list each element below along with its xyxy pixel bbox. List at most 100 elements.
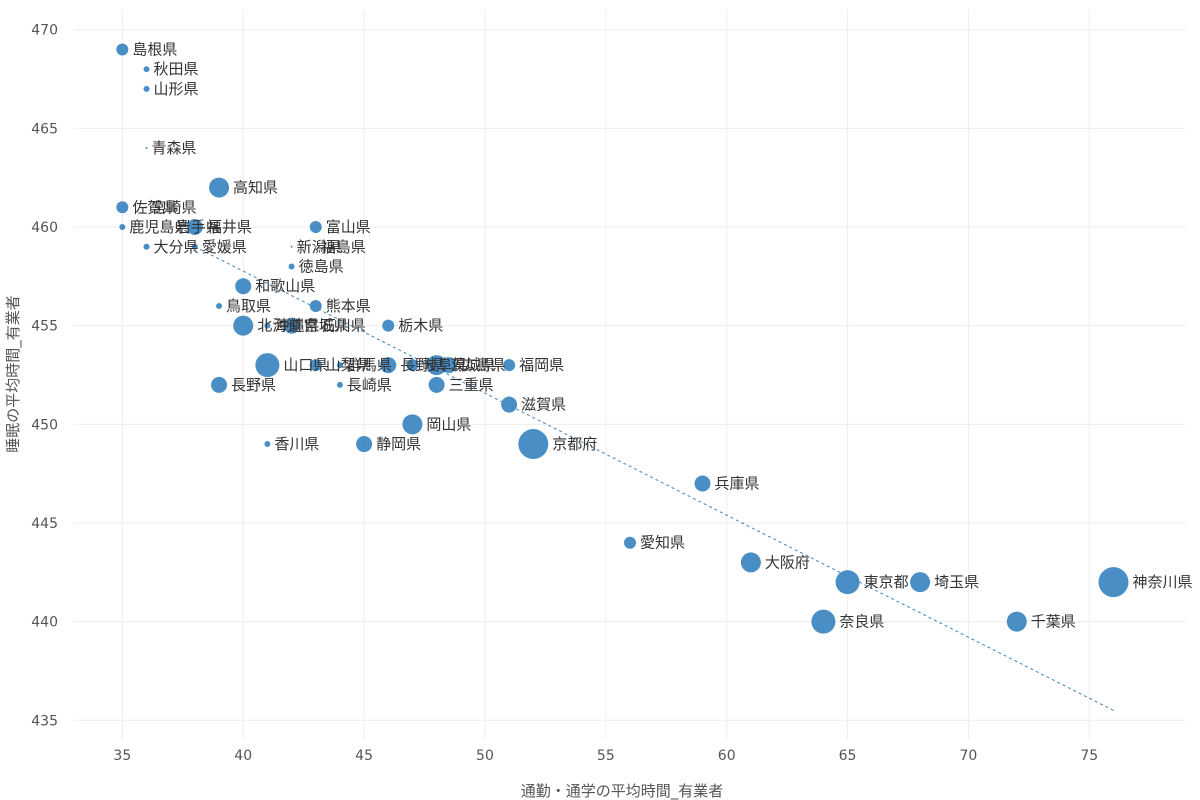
data-point[interactable]: [235, 278, 252, 295]
point-label: 兵庫県: [715, 475, 760, 493]
data-point[interactable]: [143, 85, 150, 92]
data-point[interactable]: [835, 570, 860, 595]
point-label: 大阪府: [765, 553, 810, 571]
data-point[interactable]: [209, 177, 230, 198]
data-point[interactable]: [186, 219, 203, 236]
data-point[interactable]: [143, 243, 150, 250]
point-label: 佐賀県: [132, 198, 177, 216]
point-label: 神奈川県: [1132, 573, 1192, 591]
data-point[interactable]: [426, 355, 447, 376]
point-label: 埼玉県: [934, 573, 979, 591]
point-label: 栃木県: [398, 317, 443, 335]
point-label: 宮城県: [304, 317, 349, 335]
point-label: 三重県: [449, 376, 494, 394]
point-label: 福岡県: [519, 356, 564, 374]
data-point[interactable]: [233, 315, 254, 336]
point-label: 広島県: [461, 356, 506, 374]
x-tick-label: 50: [476, 748, 494, 764]
x-tick-label: 75: [1080, 748, 1098, 764]
data-point[interactable]: [119, 224, 126, 231]
point-label: 熊本県: [326, 297, 371, 315]
y-axis-title: 睡眠の平均時間_有業者: [4, 295, 23, 453]
point-label: 奈良県: [839, 613, 884, 631]
data-point[interactable]: [440, 357, 457, 374]
data-point[interactable]: [290, 245, 293, 248]
point-label: 茨城県: [451, 356, 496, 374]
data-point[interactable]: [406, 359, 419, 372]
point-label: 石川県: [321, 317, 366, 335]
data-point[interactable]: [503, 359, 516, 372]
data-point[interactable]: [211, 376, 228, 393]
data-point[interactable]: [309, 299, 322, 312]
y-tick-label: 455: [31, 319, 58, 335]
x-tick-label: 60: [718, 748, 736, 764]
data-point[interactable]: [624, 536, 636, 549]
point-label: 青森県: [152, 139, 197, 157]
data-point[interactable]: [255, 353, 280, 378]
point-label: 福井県: [207, 218, 252, 236]
data-point[interactable]: [116, 201, 129, 214]
y-tick-label: 435: [31, 713, 58, 729]
data-point[interactable]: [380, 357, 397, 374]
point-label: 沖縄県: [274, 317, 319, 335]
point-label: 千葉県: [1031, 613, 1076, 631]
data-point[interactable]: [191, 243, 198, 250]
data-points: [116, 43, 1129, 634]
data-point[interactable]: [288, 263, 295, 270]
data-point[interactable]: [336, 362, 343, 369]
data-point[interactable]: [143, 66, 150, 73]
data-point[interactable]: [811, 609, 836, 634]
point-label: 岡山県: [426, 415, 471, 433]
point-label: 岩手県: [176, 218, 221, 236]
data-point[interactable]: [356, 436, 373, 453]
point-label: 岐阜県: [422, 356, 467, 374]
data-point[interactable]: [314, 324, 317, 327]
x-tick-label: 40: [234, 748, 252, 764]
point-label: 富山県: [326, 218, 371, 236]
point-label: 和歌山県: [255, 277, 315, 295]
point-label: 大分県: [154, 238, 199, 256]
data-point[interactable]: [145, 206, 148, 209]
data-point[interactable]: [1098, 567, 1129, 598]
x-tick-label: 70: [960, 748, 978, 764]
data-point[interactable]: [145, 147, 148, 150]
data-point[interactable]: [264, 322, 271, 329]
point-label: 京都府: [552, 435, 597, 453]
point-label: 群馬県: [347, 356, 392, 374]
data-point[interactable]: [314, 245, 317, 248]
point-label: 北海道: [257, 317, 302, 335]
data-point[interactable]: [216, 302, 223, 309]
data-point[interactable]: [910, 572, 931, 593]
data-point[interactable]: [336, 381, 343, 388]
point-label: 山形県: [154, 80, 199, 98]
data-point[interactable]: [309, 221, 322, 234]
point-label: 山梨県: [326, 356, 371, 374]
point-label: 鹿児島県: [129, 218, 189, 236]
y-tick-label: 450: [31, 417, 58, 433]
point-label: 滋賀県: [521, 396, 566, 414]
data-point[interactable]: [402, 414, 423, 435]
data-point[interactable]: [740, 552, 761, 573]
x-axis-title: 通勤・通学の平均時間_有業者: [521, 782, 724, 800]
data-point[interactable]: [169, 226, 172, 229]
point-label: 福島県: [321, 238, 366, 256]
point-label: 長野県: [231, 376, 276, 394]
data-point[interactable]: [309, 359, 322, 372]
point-label: 鳥取県: [226, 297, 271, 315]
y-tick-label: 465: [31, 121, 58, 137]
data-point[interactable]: [694, 475, 711, 492]
point-label: 高知県: [233, 179, 278, 197]
data-point[interactable]: [501, 396, 518, 413]
point-label: 東京都: [864, 573, 909, 591]
x-tick-label: 55: [597, 748, 615, 764]
gridlines: [74, 10, 1186, 740]
data-point[interactable]: [1006, 611, 1027, 632]
data-point[interactable]: [283, 317, 300, 334]
data-point[interactable]: [382, 319, 395, 332]
data-point[interactable]: [518, 429, 549, 460]
data-point[interactable]: [264, 441, 271, 448]
point-label: 香川県: [274, 435, 319, 453]
data-point[interactable]: [428, 376, 445, 393]
data-point[interactable]: [116, 43, 129, 56]
